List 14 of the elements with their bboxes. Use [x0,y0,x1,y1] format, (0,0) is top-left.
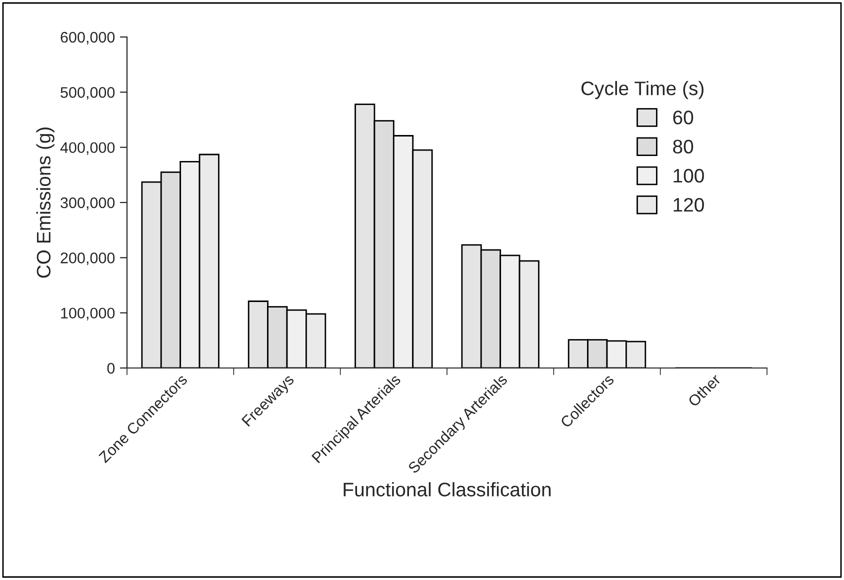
y-tick-label: 100,000 [61,308,115,320]
legend-label: 60 [673,110,694,124]
y-tick-label: 300,000 [60,197,115,210]
legend-label: 120 [674,198,704,212]
legend-label: 100 [674,168,704,183]
legend-label: 80 [673,140,694,154]
y-tick-label: 0 [107,362,115,374]
y-axis-title: CO Emissions (g) [36,128,54,278]
y-tick-label: 600,000 [60,32,115,44]
y-tick-label: 200,000 [60,252,115,266]
x-axis-title: Functional Classification [344,482,551,496]
legend-title: Cycle Time (s) [581,80,704,100]
y-tick-label: 500,000 [60,87,115,100]
y-tick-label: 400,000 [60,142,115,155]
